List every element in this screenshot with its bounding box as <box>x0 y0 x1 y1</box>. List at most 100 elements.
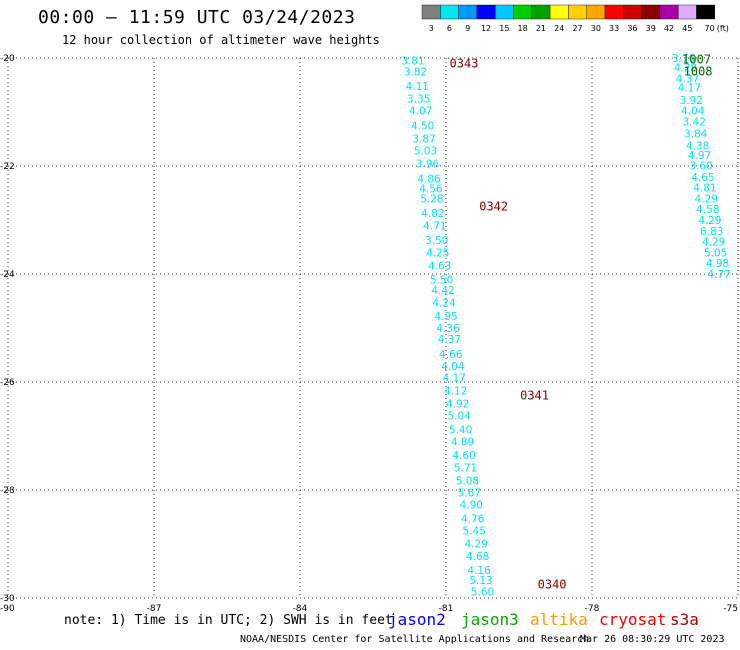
wave-height-label: 4.81 <box>693 183 716 195</box>
colorbar-swatch <box>513 4 532 20</box>
wave-height-label: 4.04 <box>441 361 465 373</box>
pass-number-label: 0343 <box>450 56 479 70</box>
wave-height-label: 4.98 <box>706 258 729 270</box>
colorbar-tick-label: 39 <box>646 24 656 33</box>
y-tick-label: -26 <box>0 378 15 388</box>
wave-height-label: 4.95 <box>434 311 457 323</box>
wave-height-label: 4.56 <box>419 184 443 196</box>
wave-height-label: 4.11 <box>406 81 429 93</box>
credit-text: NOAA/NESDIS Center for Satellite Applica… <box>240 634 590 645</box>
wave-height-label: 3.81 <box>401 56 424 68</box>
pass-number-label: 1007 <box>682 53 711 67</box>
grid-lines <box>7 57 739 599</box>
colorbar-tick-label: 42 <box>664 24 674 33</box>
wave-height-label: 4.29 <box>695 193 718 205</box>
wave-height-label: 4.36 <box>436 323 460 335</box>
wave-height-label: 4.77 <box>707 269 730 281</box>
x-tick-label: -81 <box>439 604 454 614</box>
x-tick-label: -87 <box>147 604 162 614</box>
wave-height-label: 4.66 <box>439 349 463 361</box>
satellite-jason2: jason2 <box>388 610 446 629</box>
satellite-altika: altika <box>530 610 588 629</box>
wave-height-label: 4.68 <box>466 551 489 563</box>
wave-height-label: 5.13 <box>469 575 492 587</box>
wave-height-label: 4.28 <box>674 63 697 75</box>
wave-height-label: 4.24 <box>432 298 456 310</box>
wave-height-label: 4.12 <box>444 386 467 398</box>
wave-height-label: 5.67 <box>458 488 481 500</box>
wave-height-label: 4.71 <box>423 220 446 232</box>
chart-subtitle: 12 hour collection of altimeter wave hei… <box>62 33 380 47</box>
wave-height-label: 4.63 <box>428 260 451 272</box>
altimeter-tracks: 3.813.82 4.113.354.07 4.503.875.033.96 4.86… <box>401 53 731 599</box>
colorbar-swatch <box>586 4 606 20</box>
colorbar-tick-label: 36 <box>627 24 637 33</box>
wave-height-label: 4.58 <box>696 204 719 216</box>
satellite-jason3: jason3 <box>461 610 519 629</box>
wave-height-label: 5.05 <box>704 247 727 259</box>
wave-height-label: 5.40 <box>449 425 472 437</box>
wave-height-label: 5.71 <box>454 462 477 474</box>
wave-height-label: 3.60 <box>689 160 712 172</box>
wave-height-label: 3.35 <box>407 94 430 106</box>
colorbar-legend: 3 6 9 12 15 18 21 24 27 30 33 36 39 42 45 70 (ft) <box>421 4 729 33</box>
colorbar-swatch <box>421 4 441 20</box>
colorbar-swatch <box>678 4 697 20</box>
y-tick-label: -30 <box>0 594 15 604</box>
colorbar-tick-label: 27 <box>572 24 582 33</box>
wave-height-label: 4.76 <box>461 514 485 526</box>
x-tick-label: -75 <box>723 604 738 614</box>
wave-height-label: 5.60 <box>471 587 494 599</box>
colorbar-swatch <box>549 4 569 20</box>
x-tick-label: -78 <box>585 604 600 614</box>
wave-height-label: 4.60 <box>452 450 475 462</box>
colorbar-tick-label: 33 <box>609 24 619 33</box>
colorbar-swatch <box>641 4 661 20</box>
wave-height-label: 4.50 <box>411 121 434 133</box>
y-tick-label: -20 <box>0 54 15 64</box>
colorbar-swatch <box>458 4 478 20</box>
colorbar-tick-label: 18 <box>518 24 528 33</box>
colorbar-swatch <box>604 4 624 20</box>
y-tick-label: -28 <box>0 486 15 496</box>
colorbar-tick-label: 24 <box>554 24 564 33</box>
wave-height-label: 4.17 <box>678 83 701 95</box>
satellite-cryosat: cryosat <box>599 610 667 629</box>
colorbar-tick-label: 30 <box>591 24 601 33</box>
wave-height-label: 4.37 <box>438 334 461 346</box>
colorbar-swatch <box>696 4 715 20</box>
wave-height-label: 3.87 <box>412 133 435 145</box>
wave-height-label: 5.03 <box>414 145 437 157</box>
wave-height-label: 3.96 <box>416 158 440 170</box>
wave-height-label: 4.04 <box>681 105 705 117</box>
wave-height-label: 4.97 <box>688 150 711 162</box>
y-tick-label: -22 <box>0 162 15 172</box>
wave-height-label: 4.29 <box>464 538 487 550</box>
wave-height-label: 5.45 <box>463 526 486 538</box>
colorbar-swatch <box>623 4 642 20</box>
wave-height-label: 4.16 <box>467 565 491 577</box>
wave-height-label: 4.29 <box>702 237 725 249</box>
wave-height-label: 3.82 <box>404 67 427 79</box>
wave-height-label: 4.89 <box>451 436 474 448</box>
y-tick-label: -24 <box>0 270 15 280</box>
wave-height-label: 5.50 <box>430 274 453 286</box>
colorbar-swatch <box>659 4 679 20</box>
wave-height-label: 4.86 <box>417 173 441 185</box>
note-text: note: 1) Time is in UTC; 2) SWH is in fe… <box>64 613 393 628</box>
wave-height-label: 3.84 <box>684 129 708 141</box>
colorbar-tick-label: 3 <box>429 24 434 33</box>
colorbar-unit: (ft) <box>717 24 729 33</box>
wave-height-label: 6.83 <box>700 226 723 238</box>
chart-title: 00:00 – 11:59 UTC 03/24/2023 <box>38 7 356 28</box>
wave-height-label: 4.38 <box>686 140 709 152</box>
colorbar-tick-label: 12 <box>481 24 491 33</box>
wave-height-label: 4.82 <box>421 208 444 220</box>
wave-height-label: 4.07 <box>409 105 432 117</box>
colorbar-swatch <box>476 4 496 20</box>
colorbar-tick-label: 9 <box>465 24 470 33</box>
wave-height-label: 3.42 <box>683 117 706 129</box>
wave-height-label: 4.37 <box>676 74 699 86</box>
wave-height-label: 5.08 <box>456 475 479 487</box>
wave-height-label: 5.04 <box>447 410 471 422</box>
